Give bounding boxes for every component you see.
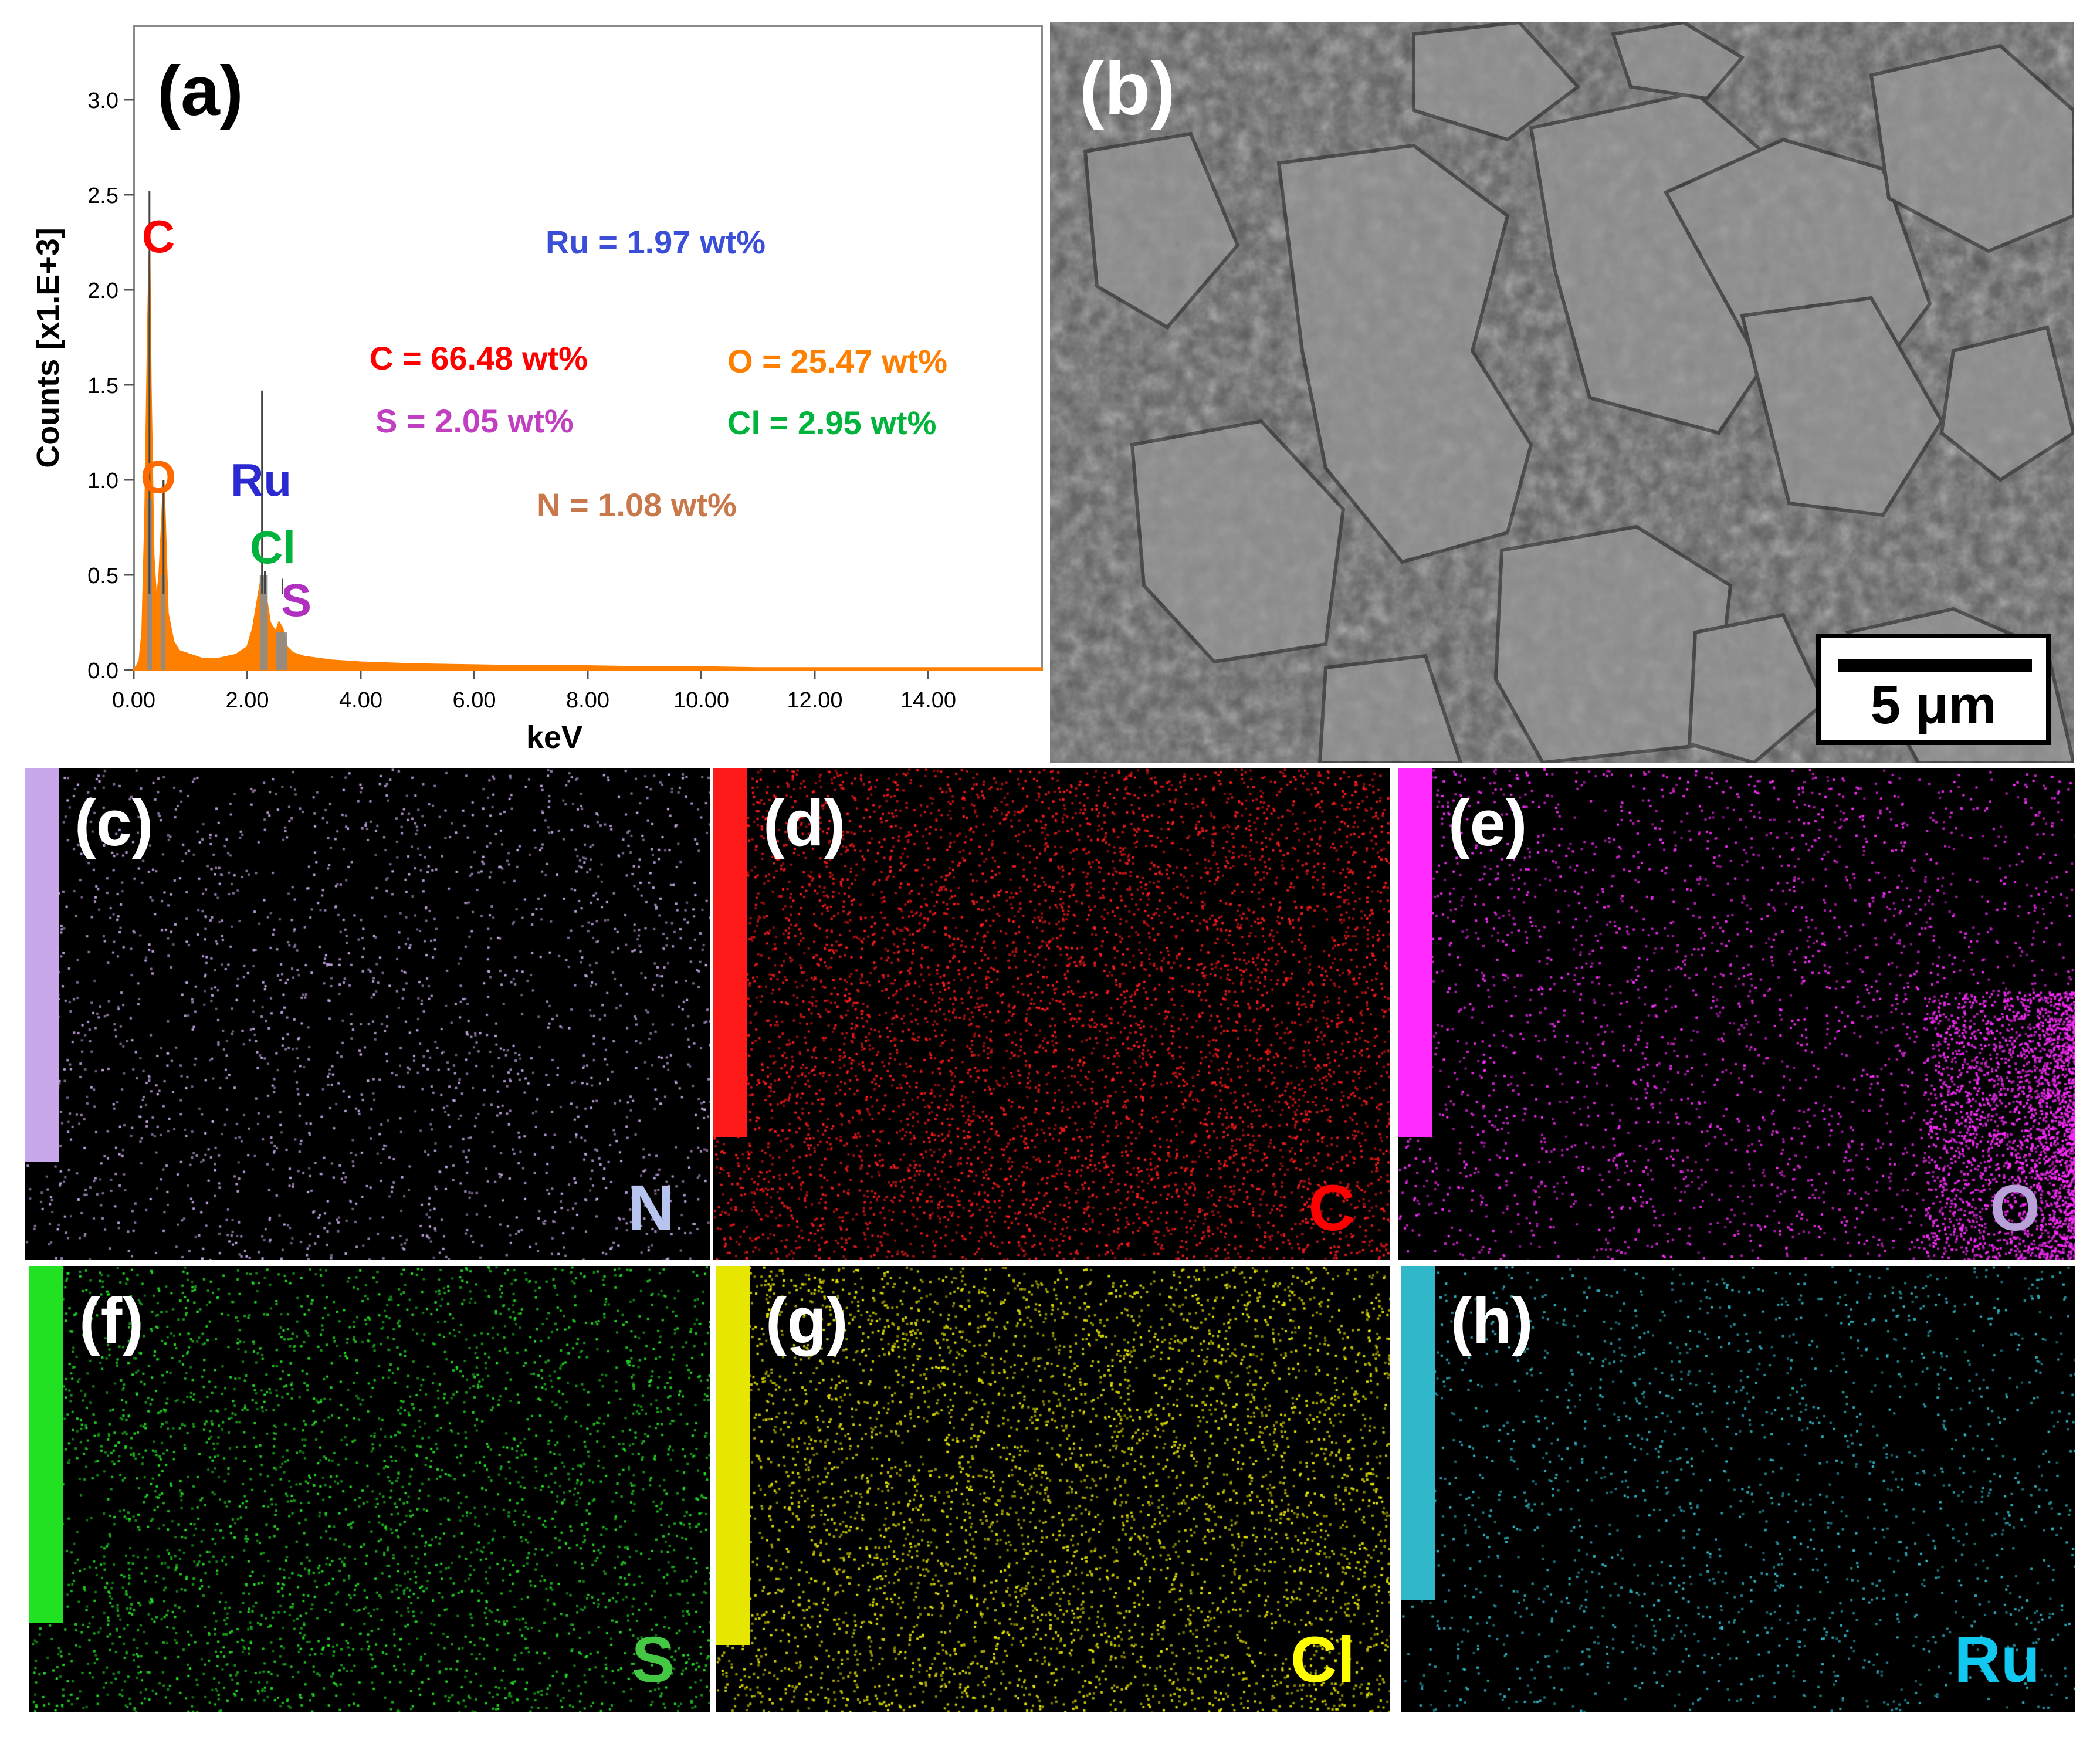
peak-label-cl: Cl bbox=[250, 522, 296, 573]
map-element-label: Cl bbox=[1291, 1624, 1355, 1696]
map-dots bbox=[25, 768, 710, 1260]
spectrum-panel-label: (a) bbox=[157, 52, 243, 130]
y-tick-label: 1.0 bbox=[87, 469, 118, 493]
x-tick-label: 4.00 bbox=[339, 688, 382, 713]
composition-c: C = 66.48 wt% bbox=[370, 340, 588, 377]
composition-s: S = 2.05 wt% bbox=[375, 402, 574, 439]
intensity-bar bbox=[716, 1266, 750, 1645]
map-panel-label: (e) bbox=[1448, 787, 1527, 859]
map-element-label: Ru bbox=[1954, 1624, 2040, 1696]
element-map-o: (e) O bbox=[1398, 768, 2075, 1260]
x-tick-label: 10.00 bbox=[673, 688, 729, 713]
y-tick-label: 2.5 bbox=[87, 184, 118, 208]
intensity-bar bbox=[1401, 1266, 1435, 1600]
peak-highlight bbox=[259, 575, 268, 670]
y-tick-label: 3.0 bbox=[87, 89, 118, 113]
peak-label-s: S bbox=[281, 574, 311, 626]
x-tick-label: 8.00 bbox=[566, 688, 609, 713]
peak-label-ru: Ru bbox=[231, 454, 292, 506]
element-map-n: (c) N bbox=[25, 768, 710, 1260]
map-panel-label: (c) bbox=[74, 787, 154, 859]
sem-image-panel: (b) 5 μm bbox=[1050, 22, 2074, 763]
map-dots bbox=[29, 1266, 710, 1712]
intensity-bar bbox=[29, 1266, 63, 1623]
element-map-c: (d) C bbox=[713, 768, 1390, 1260]
map-dots bbox=[1401, 1266, 2075, 1712]
composition-ru: Ru = 1.97 wt% bbox=[546, 224, 766, 260]
composition-cl: Cl = 2.95 wt% bbox=[727, 404, 936, 441]
peak-label-c: C bbox=[142, 211, 175, 262]
peak-label-o: O bbox=[141, 451, 177, 503]
y-tick-label: 2.0 bbox=[87, 279, 118, 303]
element-map-ru: (h) Ru bbox=[1401, 1266, 2075, 1712]
x-tick-label: 12.00 bbox=[787, 688, 842, 713]
composition-o: O = 25.47 wt% bbox=[727, 343, 947, 380]
map-panel-label: (d) bbox=[763, 787, 846, 859]
scale-bar bbox=[1838, 659, 2032, 672]
sem-panel-label: (b) bbox=[1079, 47, 1176, 131]
map-element-label: S bbox=[631, 1624, 675, 1696]
composition-n: N = 1.08 wt% bbox=[537, 486, 737, 523]
peak-highlight bbox=[161, 575, 166, 670]
x-tick-label: 2.00 bbox=[226, 688, 269, 713]
map-panel-label: (g) bbox=[766, 1285, 848, 1357]
eds-spectrum-panel: 0.0 0.5 1.0 1.5 2.0 2.5 3.0 0.00 2.00 4.00 6.00 8.0… bbox=[0, 0, 1050, 768]
element-map-s: (f) S bbox=[29, 1266, 710, 1712]
peak-highlight bbox=[275, 632, 287, 670]
plot-frame bbox=[133, 25, 1043, 671]
map-panel-label: (h) bbox=[1451, 1285, 1533, 1357]
map-element-label: O bbox=[1990, 1172, 2040, 1244]
y-tick-label: 0.5 bbox=[87, 564, 118, 588]
map-dots bbox=[713, 768, 1390, 1260]
x-tick-label: 14.00 bbox=[900, 688, 956, 713]
x-tick-label: 6.00 bbox=[453, 688, 496, 713]
x-axis-label: keV bbox=[526, 720, 582, 755]
element-map-cl: (g) Cl bbox=[716, 1266, 1390, 1712]
scale-bar-label: 5 μm bbox=[1870, 675, 1997, 735]
scale-bar-box: 5 μm bbox=[1816, 634, 2051, 745]
y-tick-label: 0.0 bbox=[87, 659, 118, 683]
map-dots bbox=[1398, 768, 2075, 1260]
intensity-bar bbox=[25, 768, 59, 1162]
eds-spectrum-chart: 0.0 0.5 1.0 1.5 2.0 2.5 3.0 0.00 2.00 4.00 6.00 8.0… bbox=[31, 25, 1043, 755]
y-tick-label: 1.5 bbox=[87, 374, 118, 398]
map-panel-label: (f) bbox=[79, 1285, 144, 1357]
intensity-bar bbox=[713, 768, 747, 1137]
intensity-bar bbox=[1398, 768, 1432, 1137]
map-element-label: N bbox=[628, 1172, 675, 1244]
x-tick-label: 0.00 bbox=[112, 688, 155, 713]
map-element-label: C bbox=[1308, 1172, 1355, 1244]
y-axis-label: Counts [x1.E+3] bbox=[31, 228, 66, 468]
map-dots bbox=[716, 1266, 1390, 1712]
